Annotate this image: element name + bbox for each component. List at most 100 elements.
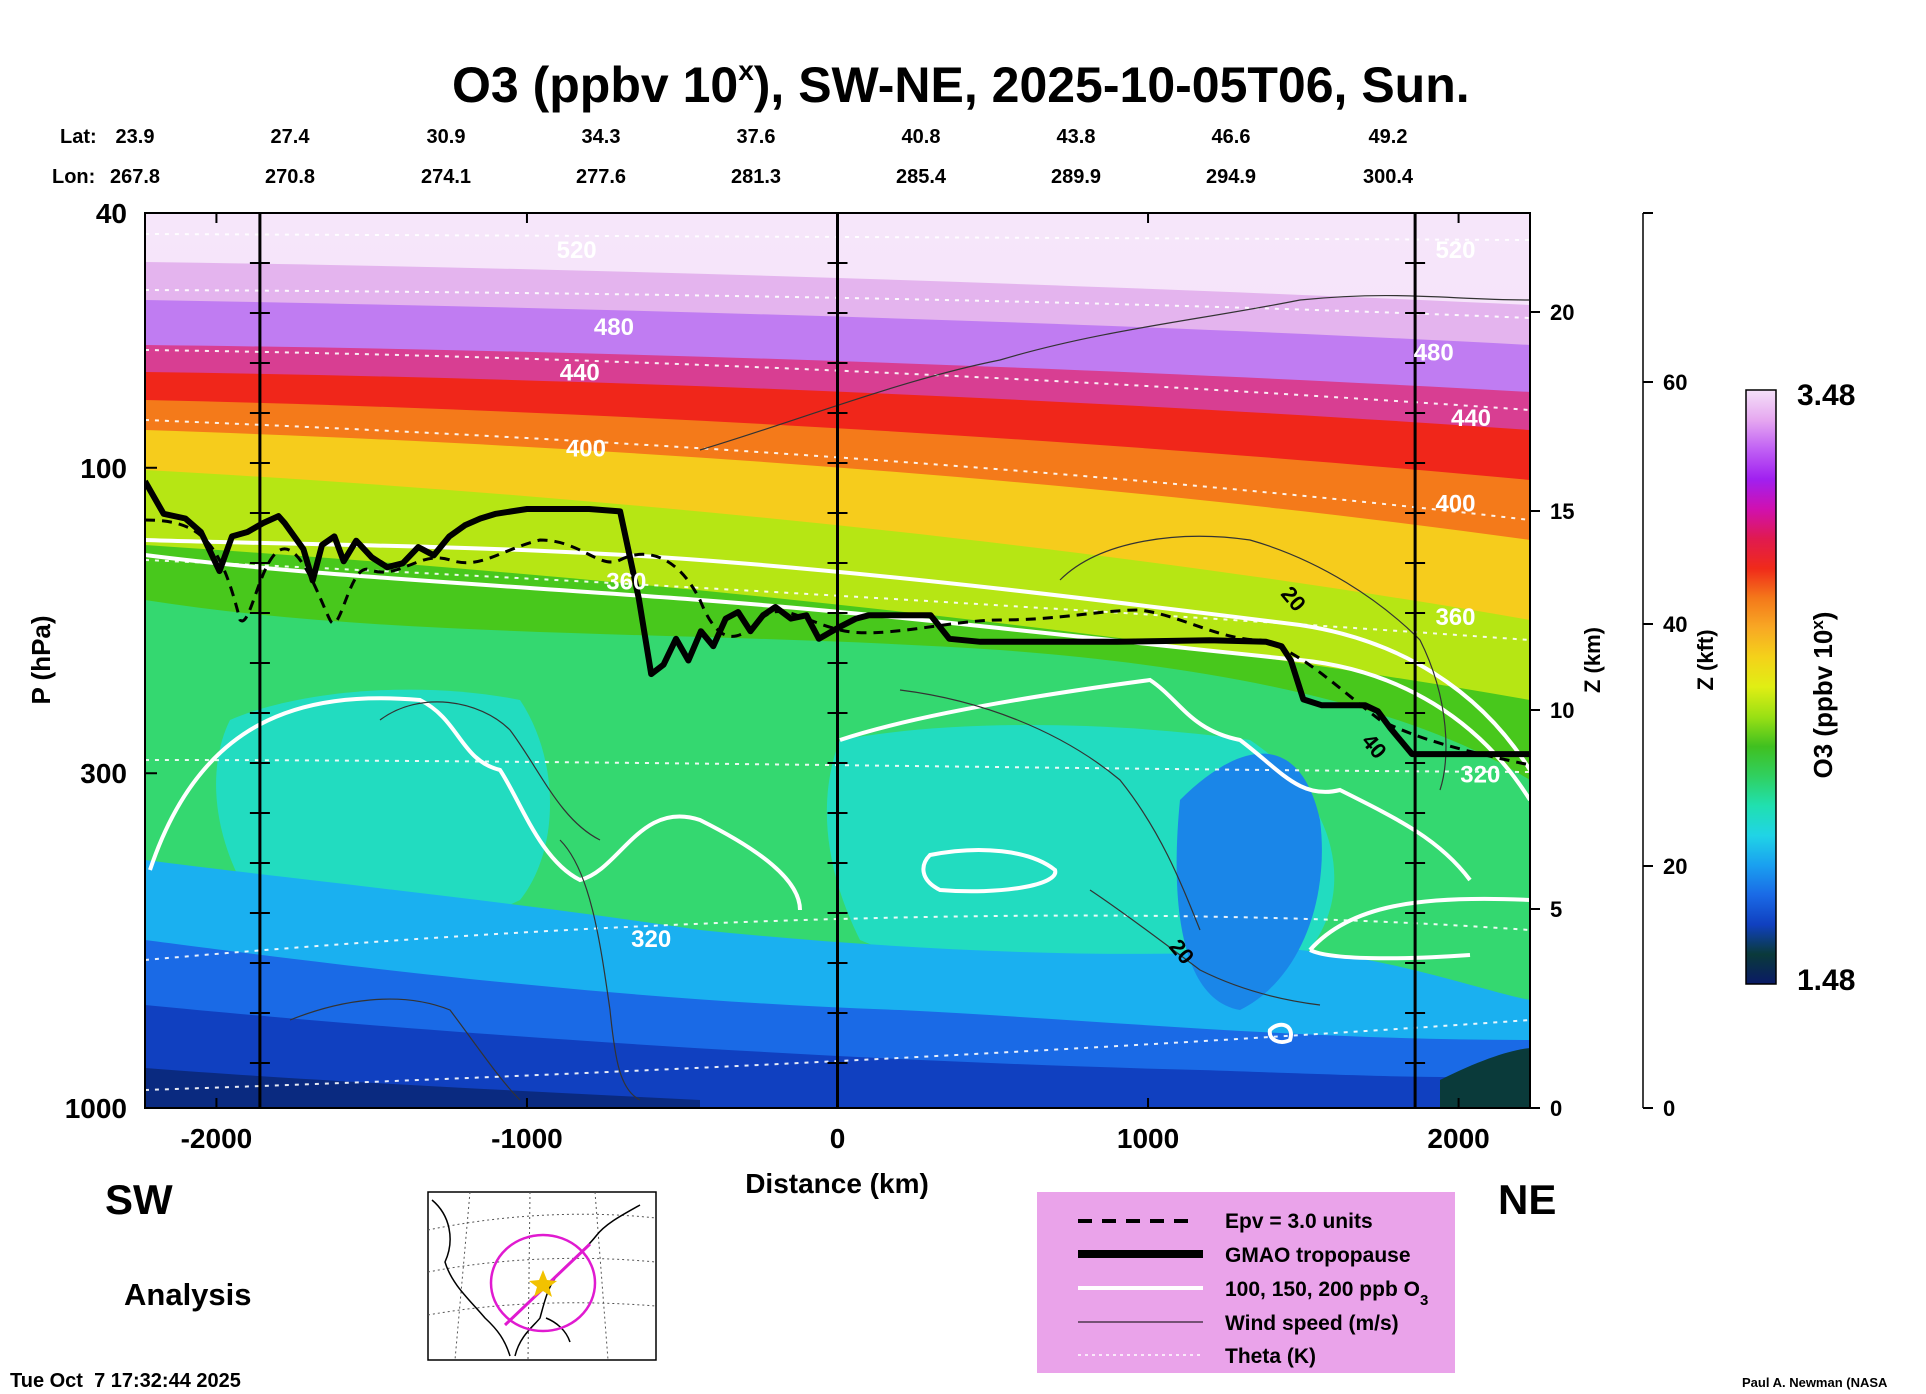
lat-value: 27.4 xyxy=(270,126,310,148)
lon-value: 289.9 xyxy=(1050,166,1102,188)
legend-tropopause-text: GMAO tropopause xyxy=(1225,1244,1411,1267)
theta-contour-400 xyxy=(145,419,1530,521)
analysis-label: Analysis xyxy=(124,1277,252,1312)
p-tick-label: 100 xyxy=(80,453,127,484)
theta-contour-520 xyxy=(145,233,1530,241)
lat-row-label: Lat: xyxy=(60,126,97,148)
lat-value: 30.9 xyxy=(426,126,466,148)
x-tick-label: 1000 xyxy=(1117,1123,1179,1154)
section-circle xyxy=(489,1233,597,1333)
o3-contour-upper xyxy=(145,538,1530,772)
z-km-tick-label: 10 xyxy=(1550,698,1574,723)
wind-contour-f xyxy=(289,998,521,1101)
theta-contour-440 xyxy=(145,349,1530,411)
lon-value: 270.8 xyxy=(264,166,316,188)
z-km-tick-label: 5 xyxy=(1550,897,1562,922)
ozone-field xyxy=(145,213,1530,1108)
lon-value: 285.4 xyxy=(895,166,947,188)
lon-value: 281.3 xyxy=(730,166,782,188)
z-km-tick-label: 15 xyxy=(1550,499,1574,524)
o3-contour-left-loop xyxy=(148,696,802,911)
z-kft-tick-label: 20 xyxy=(1663,854,1687,879)
x-axis: -2000 -1000 0 1000 2000 xyxy=(181,213,1490,1154)
x-axis-title: Distance (km) xyxy=(745,1168,929,1199)
theta-label: 360 xyxy=(606,569,646,596)
legend-wind-text: Wind speed (m/s) xyxy=(1225,1312,1399,1335)
o3-contour-right-loop xyxy=(839,677,1472,882)
z-kft-tick-label: 60 xyxy=(1663,370,1687,395)
section-boundaries xyxy=(249,213,1426,1108)
z-km-axis-title: Z (km) xyxy=(1580,627,1605,693)
sw-label: SW xyxy=(105,1176,173,1223)
o3-contour-small xyxy=(1267,1022,1293,1044)
chart-title: O3 (ppbv 10x), SW-NE, 2025-10-05T06, Sun… xyxy=(452,55,1470,113)
footer-timestamp: Tue Oct 7 17:32:44 2025 xyxy=(10,1370,241,1392)
theta-label: 480 xyxy=(1414,340,1454,367)
theta-label: 480 xyxy=(594,314,634,341)
gmao-tropopause-line xyxy=(145,479,1530,758)
x-tick-label: 2000 xyxy=(1427,1123,1489,1154)
z-kft-axis-title: Z (kft) xyxy=(1693,629,1718,690)
footer-credit: Paul A. Newman (NASA xyxy=(1742,1375,1888,1390)
lat-value: 37.6 xyxy=(736,126,776,148)
theta-label: 360 xyxy=(1435,604,1475,631)
legend-epv-text: Epv = 3.0 units xyxy=(1225,1210,1373,1233)
wind-contour-b xyxy=(1059,535,1447,791)
wind-contour-g xyxy=(559,839,641,1101)
contour-overlays xyxy=(145,233,1530,1101)
map-center-star xyxy=(529,1270,557,1297)
x-tick-label: 0 xyxy=(830,1123,846,1154)
x-tick-label: -2000 xyxy=(181,1123,253,1154)
ne-label: NE xyxy=(1498,1176,1557,1223)
theta-contour-low xyxy=(145,914,1530,961)
p-tick-label: 300 xyxy=(80,758,127,789)
o3-contour-island xyxy=(921,848,1058,894)
z-kft-axis: 0 20 40 60 xyxy=(1643,212,1687,1121)
locator-map xyxy=(427,1191,657,1361)
z-km-tick-label: 20 xyxy=(1550,300,1574,325)
lon-value: 300.4 xyxy=(1362,166,1414,188)
theta-label: 440 xyxy=(1451,405,1491,432)
theta-label: 320 xyxy=(1460,761,1500,788)
x-tick-label: -1000 xyxy=(491,1123,563,1154)
colorbar xyxy=(1745,389,1777,985)
colorbar-max-label: 3.48 xyxy=(1797,379,1855,412)
o3-contour-mid xyxy=(145,553,1530,802)
lon-row-label: Lon: xyxy=(52,166,96,188)
z-kft-tick-label: 0 xyxy=(1663,1096,1675,1121)
lat-value: 34.3 xyxy=(581,126,621,148)
p-tick-label: 40 xyxy=(96,198,127,229)
theta-label: 320 xyxy=(631,926,671,953)
theta-label: 520 xyxy=(557,237,597,264)
lat-value: 49.2 xyxy=(1368,126,1408,148)
epv-contour xyxy=(145,518,1530,767)
lat-value: 46.6 xyxy=(1211,126,1251,148)
wind-contour-e xyxy=(1089,889,1321,1006)
theta-contour-320 xyxy=(145,759,1530,773)
lat-value: 40.8 xyxy=(901,126,941,148)
colorbar-title-sup: x xyxy=(1808,620,1827,630)
p-axis-title: P (hPa) xyxy=(26,615,56,704)
p-tick-label: 1000 xyxy=(65,1093,127,1124)
wind-contour-d xyxy=(379,701,601,841)
title-superscript: x xyxy=(738,55,754,86)
lon-value: 277.6 xyxy=(575,166,627,188)
theta-label: 400 xyxy=(1435,490,1475,517)
theta-label: 400 xyxy=(566,435,606,462)
lon-value: 267.8 xyxy=(109,166,161,188)
pressure-axis: 40 100 300 1000 xyxy=(65,198,157,1124)
z-km-axis: 0 5 10 15 20 xyxy=(1530,300,1574,1121)
legend-theta-text: Theta (K) xyxy=(1225,1345,1316,1368)
lon-value: 294.9 xyxy=(1205,166,1257,188)
lat-value: 23.9 xyxy=(115,126,155,148)
wind-contour-c xyxy=(899,689,1201,931)
theta-contour-surface xyxy=(145,1019,1530,1091)
theta-label: 440 xyxy=(560,359,600,386)
legend: Epv = 3.0 units GMAO tropopause 100, 150… xyxy=(1037,1192,1455,1373)
o3-contour-right-blob xyxy=(1308,896,1530,961)
colorbar-title: O3 (ppbv 10x) xyxy=(1808,612,1839,779)
lon-value: 274.1 xyxy=(420,166,472,188)
legend-o3-text: 100, 150, 200 ppb O3 xyxy=(1225,1278,1428,1309)
z-km-tick-label: 0 xyxy=(1550,1096,1562,1121)
